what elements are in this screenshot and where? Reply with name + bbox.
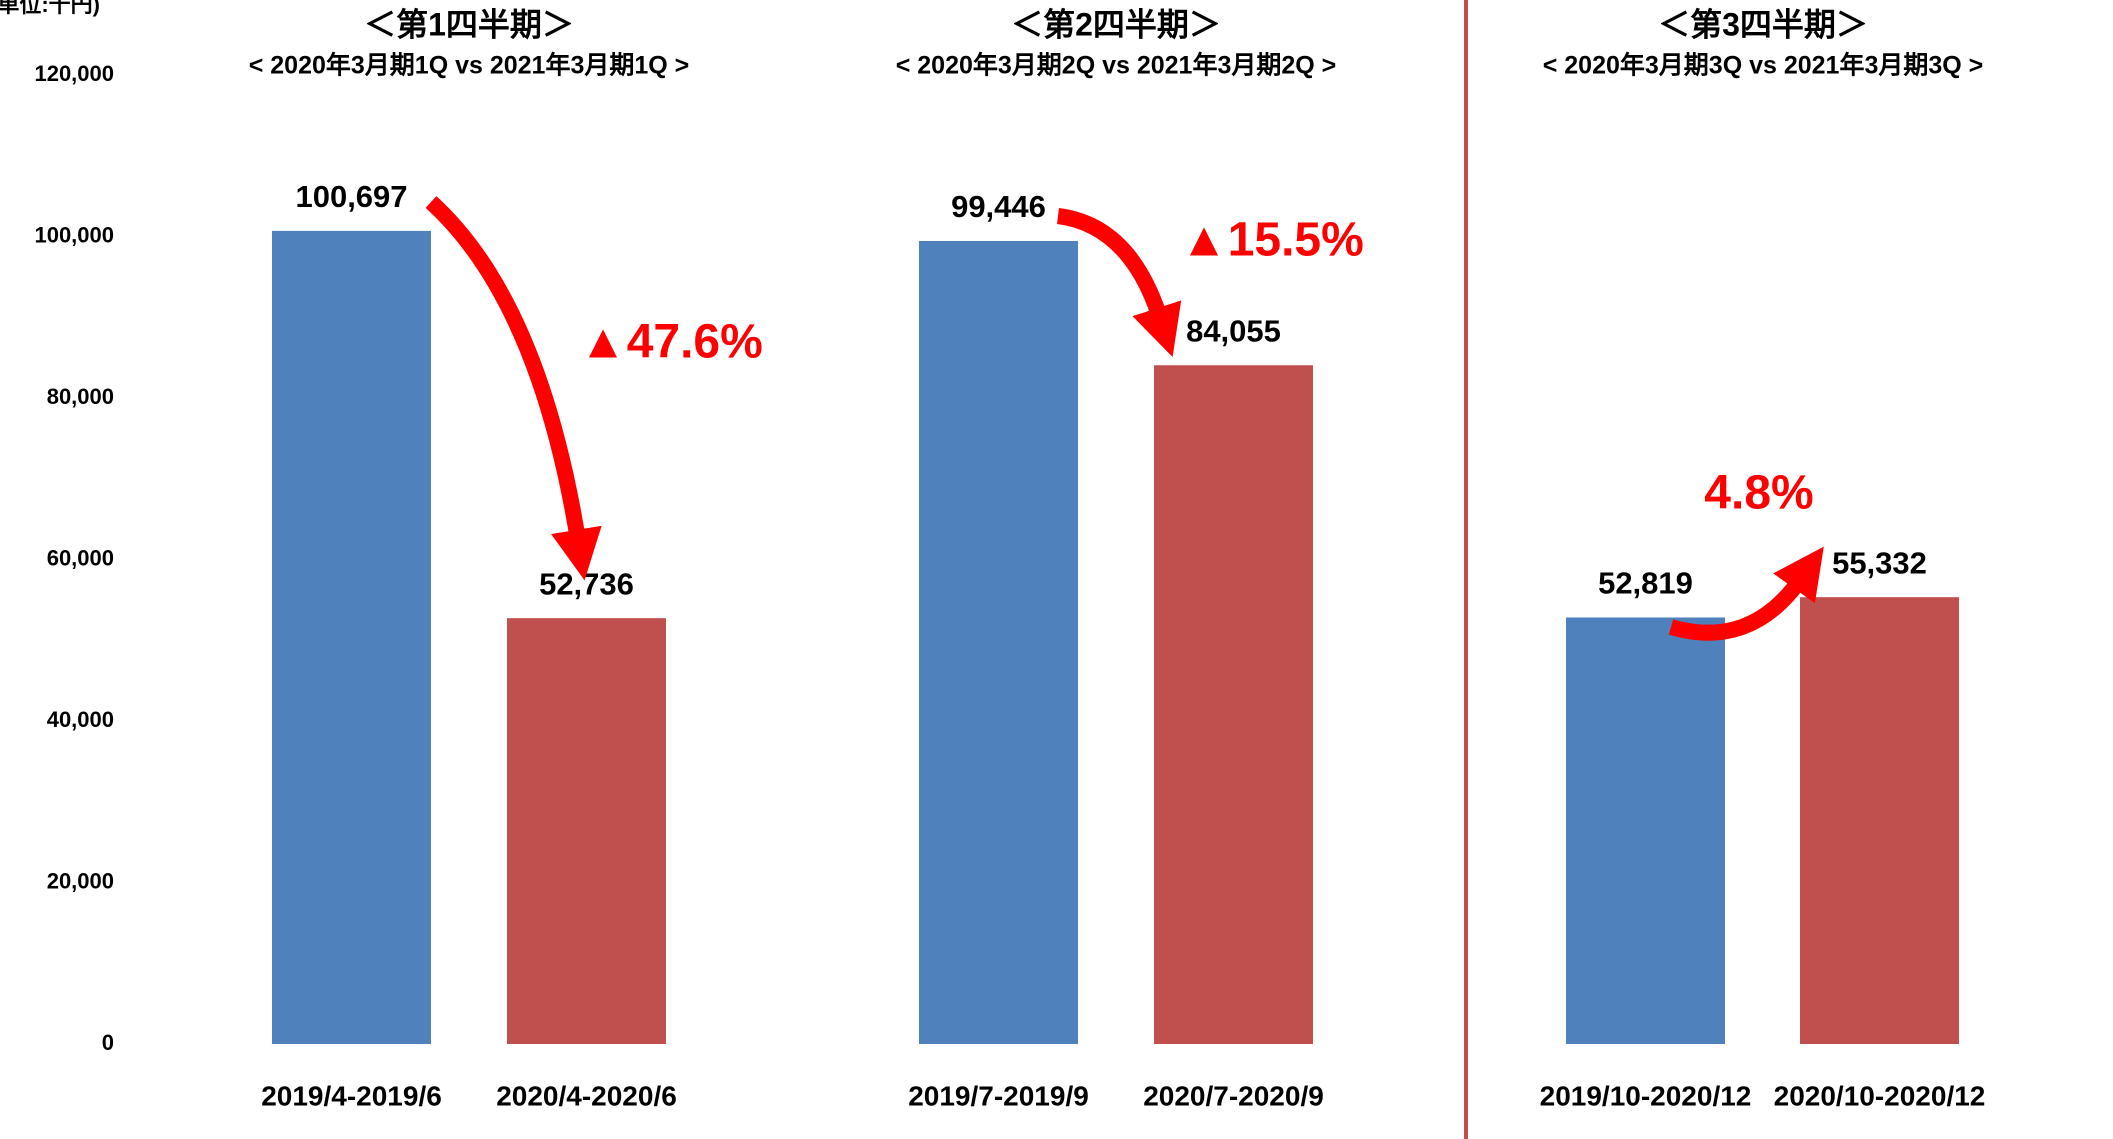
bar (1154, 365, 1313, 1045)
change-arrow (425, 196, 602, 581)
y-tick-label: 40,000 (47, 707, 114, 732)
value-label: 99,446 (951, 189, 1046, 224)
change-label: ▲15.5% (1180, 214, 1364, 267)
panel-subtitle: < 2020年3月期2Q vs 2021年3月期2Q > (896, 51, 1337, 80)
x-tick-label: 2019/10-2020/12 (1540, 1080, 1752, 1111)
value-label: 52,736 (539, 566, 634, 601)
x-tick-label: 2020/7-2020/9 (1143, 1080, 1324, 1111)
panel-title: ＜第1四半期＞ (364, 6, 574, 42)
value-label: 84,055 (1186, 313, 1281, 348)
change-label: ▲47.6% (579, 316, 763, 369)
change-label: 4.8% (1704, 467, 1813, 520)
panel-title: ＜第3四半期＞ (1658, 6, 1868, 42)
y-tick-label: 60,000 (47, 545, 114, 570)
y-tick-label: 20,000 (47, 868, 114, 893)
bar (272, 230, 431, 1045)
x-tick-label: 2019/4-2019/6 (261, 1080, 442, 1111)
y-tick-label: 80,000 (47, 384, 114, 409)
panel-subtitle: < 2020年3月期3Q vs 2021年3月期3Q > (1543, 51, 1984, 80)
bar (1566, 617, 1725, 1044)
y-tick-label: 0 (102, 1030, 114, 1055)
y-tick-label: 120,000 (34, 61, 114, 86)
x-tick-label: 2019/7-2019/9 (908, 1080, 1089, 1111)
x-tick-label: 2020/10-2020/12 (1774, 1080, 1986, 1111)
bar (507, 618, 666, 1044)
value-label: 55,332 (1832, 545, 1927, 580)
bar (1800, 597, 1959, 1044)
y-tick-label: 100,000 (34, 222, 114, 247)
x-tick-label: 2020/4-2020/6 (496, 1080, 677, 1111)
value-label: 100,697 (295, 179, 407, 214)
bar (919, 240, 1078, 1044)
panel-subtitle: < 2020年3月期1Q vs 2021年3月期1Q > (249, 51, 690, 80)
change-arrow (1056, 208, 1182, 357)
value-label: 52,819 (1598, 566, 1693, 601)
panel-title: ＜第2四半期＞ (1011, 6, 1221, 42)
change-arrow (1668, 546, 1824, 641)
unit-label: (単位:千円) (0, 0, 100, 17)
